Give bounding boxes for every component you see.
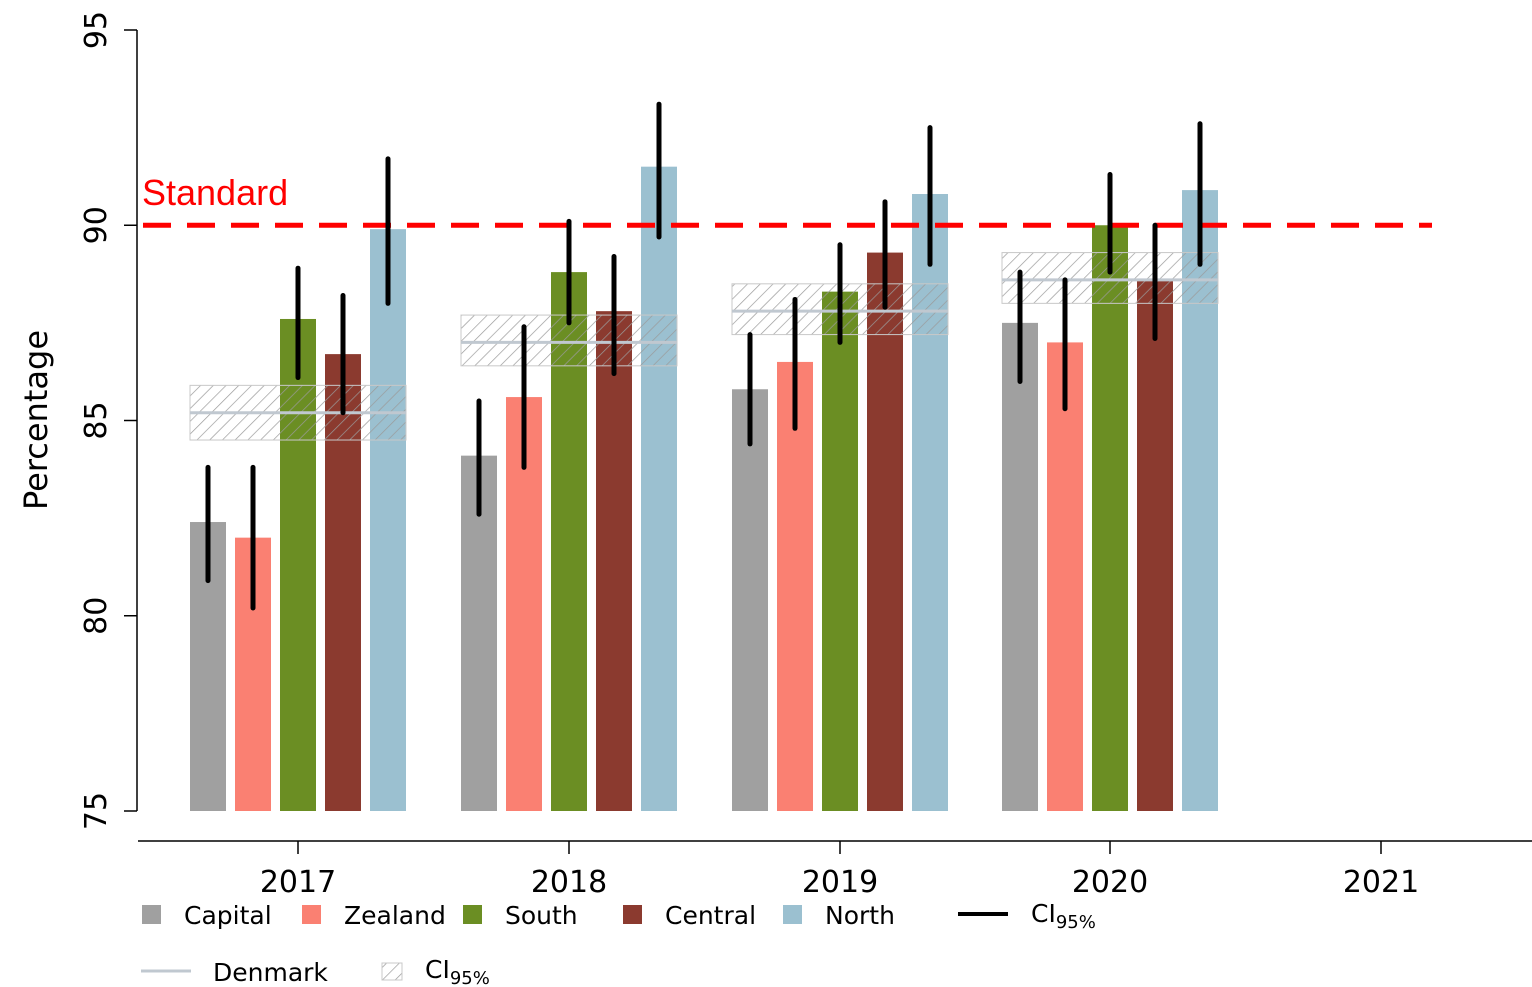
bar-zealand-2019 [777,361,813,811]
standard-label: Standard [142,172,288,213]
x-axis: 2017 2018 2019 2020 2021 [138,840,1532,900]
y-tick-label-85: 85 [79,401,114,439]
bar-central-2020 [1137,279,1173,811]
y-tick-label-90: 90 [79,206,114,244]
bar-capital-2019 [732,389,768,811]
y-tick-label-80: 80 [79,597,114,635]
bar-north-2018 [641,166,677,812]
x-tick-label-2021: 2021 [1343,865,1419,900]
bar-zealand-2020 [1047,342,1083,811]
legend-label-north: North [825,901,895,930]
legend-label-ci-hatch: CI95% [425,955,490,987]
legend-label-ci-errorbar: CI95% [1031,899,1096,933]
y-axis-label: Percentage [17,330,55,510]
bar-central-2019 [867,252,903,811]
x-tick-label-2017: 2017 [260,865,336,900]
x-tick-label-2020: 2020 [1072,865,1148,900]
legend-hatch-swatch [381,962,403,981]
bar-central-2018 [596,311,632,811]
plot-area: Standard [142,101,1432,812]
legend-swatch-north [783,905,802,924]
legend-label-south: South [505,901,578,930]
x-tick-label-2019: 2019 [802,865,878,900]
y-tick-label-75: 75 [79,792,114,830]
bar-capital-2020 [1002,322,1038,811]
legend-label-capital: Capital [184,901,272,930]
y-tick-label-95: 95 [79,11,114,49]
y-axis: 75 80 85 90 95 Percentage [17,11,138,830]
legend-swatch-south [463,905,482,924]
legend-swatch-zealand [302,905,321,924]
bar-south-2019 [822,291,858,811]
legend-label-denmark: Denmark [213,958,328,987]
legend: Capital Zealand South Central North CI95% Denm… [141,899,1096,987]
legend-swatch-central [623,905,642,924]
legend-label-zealand: Zealand [344,901,446,930]
bar-south-2020 [1092,225,1128,811]
legend-label-central: Central [665,901,756,930]
legend-swatch-capital [142,905,161,924]
bar-north-2017 [370,229,406,811]
x-tick-label-2018: 2018 [531,865,607,900]
